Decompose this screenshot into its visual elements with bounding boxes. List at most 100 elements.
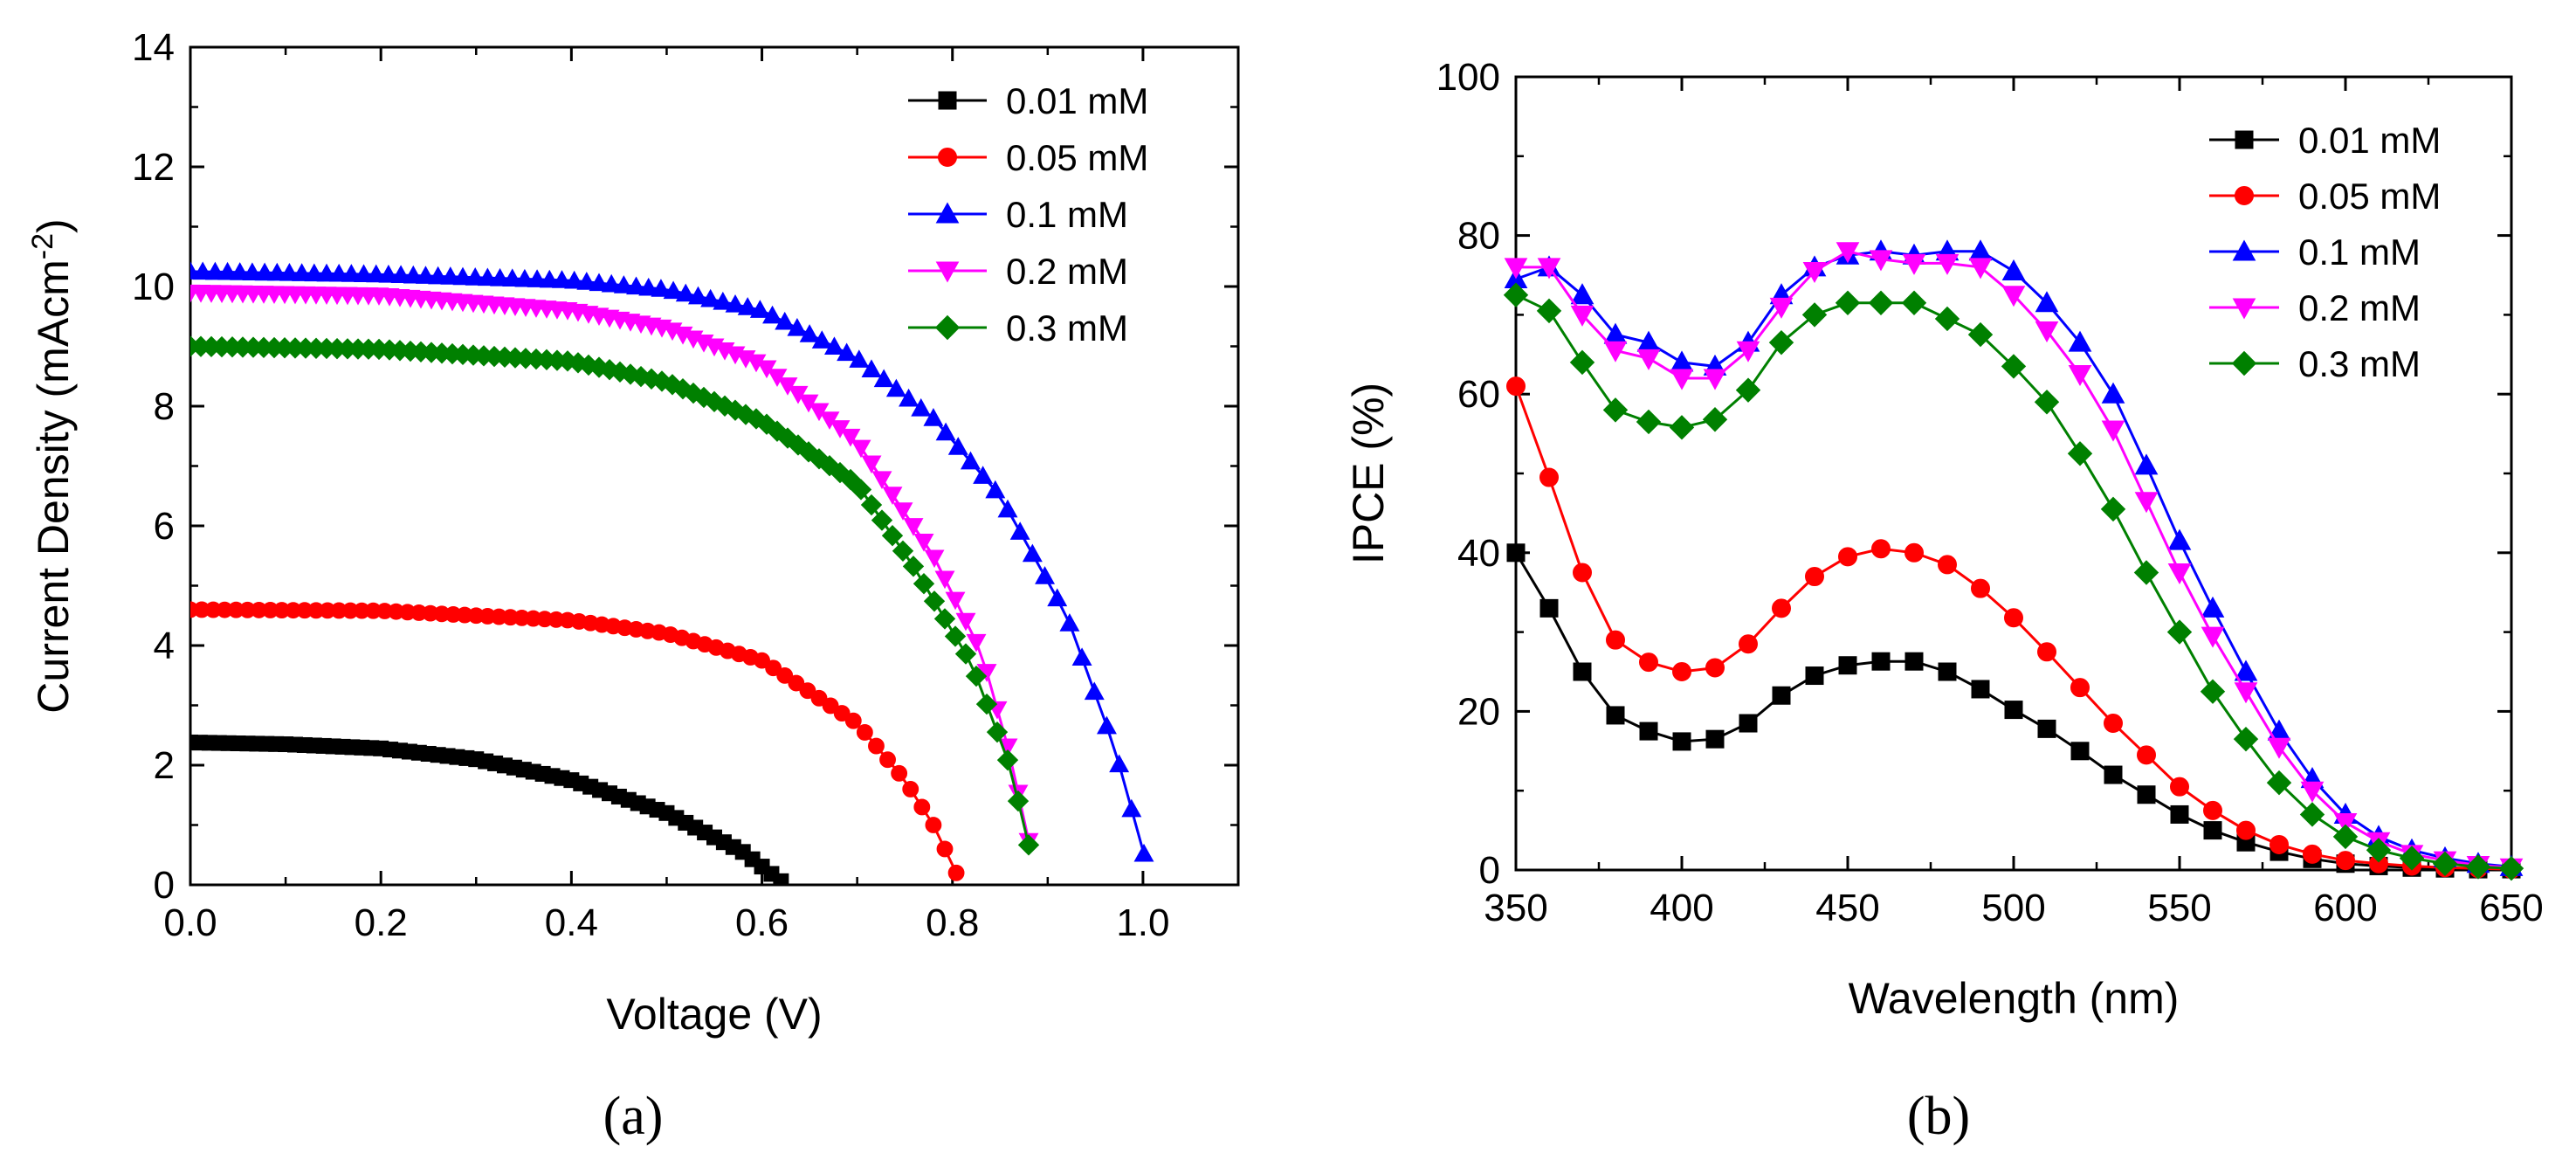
legend-marker xyxy=(2231,350,2257,376)
x-tick-label: 0.2 xyxy=(355,901,408,944)
data-point xyxy=(861,359,882,378)
data-point xyxy=(2399,846,2425,871)
data-point xyxy=(415,266,436,284)
legend-marker xyxy=(2235,186,2254,205)
data-point xyxy=(2133,560,2159,585)
data-point xyxy=(850,479,872,501)
y-tick-label: 4 xyxy=(154,625,175,667)
legend-marker xyxy=(934,314,961,341)
data-point xyxy=(892,540,914,562)
series-line xyxy=(190,270,1146,855)
legend-label: 0.2 mM xyxy=(1006,251,1128,292)
data-point xyxy=(1769,297,1794,319)
data-point xyxy=(2299,802,2325,827)
data-point xyxy=(1670,369,1694,390)
data-point xyxy=(861,455,882,474)
data-point xyxy=(2170,804,2189,824)
data-point xyxy=(2104,765,2123,784)
data-point xyxy=(539,269,560,288)
data-point xyxy=(737,297,758,315)
y-tick-label: 6 xyxy=(154,505,175,548)
data-point xyxy=(810,689,828,707)
data-point xyxy=(788,674,805,692)
legend-marker xyxy=(938,148,957,167)
data-point xyxy=(2035,321,2059,343)
data-point xyxy=(700,288,721,307)
data-point xyxy=(1672,662,1691,681)
data-point xyxy=(230,262,251,280)
legend-label: 0.01 mM xyxy=(1006,80,1148,121)
data-point xyxy=(1506,543,1526,563)
data-point xyxy=(1904,652,1924,671)
data-point xyxy=(765,659,782,677)
data-point xyxy=(734,404,757,425)
data-point xyxy=(1971,578,1990,598)
data-point xyxy=(1705,658,1725,678)
y-tick-label: 0 xyxy=(154,864,175,907)
data-point xyxy=(1573,563,1592,583)
data-point xyxy=(776,666,794,684)
data-point xyxy=(960,451,981,470)
data-point xyxy=(844,712,862,729)
data-point xyxy=(868,737,885,755)
data-point xyxy=(851,439,871,459)
data-point xyxy=(2233,726,2259,752)
data-point xyxy=(663,280,684,300)
legend-entry: 0.05 mM xyxy=(2209,176,2441,217)
data-point xyxy=(2333,813,2358,835)
data-point xyxy=(749,300,770,318)
data-point xyxy=(638,277,659,296)
data-point xyxy=(885,378,906,397)
data-point xyxy=(304,263,325,282)
data-point xyxy=(2201,596,2225,618)
x-tick-label: 0.6 xyxy=(735,901,789,944)
data-point xyxy=(2037,642,2056,662)
data-point xyxy=(2001,259,2026,280)
data-point xyxy=(2134,453,2159,475)
data-point xyxy=(1735,377,1761,403)
data-point xyxy=(1938,662,1957,681)
data-point xyxy=(2001,354,2027,379)
data-point xyxy=(1636,409,1662,435)
legend-label: 0.3 mM xyxy=(2298,343,2421,384)
data-point xyxy=(923,408,944,426)
data-point xyxy=(1869,250,1893,272)
data-point xyxy=(452,266,473,286)
data-point xyxy=(2101,382,2125,404)
data-point xyxy=(840,428,861,447)
data-point xyxy=(1739,634,1758,654)
legend-entry: 0.01 mM xyxy=(2209,120,2441,161)
data-point xyxy=(799,324,820,342)
data-point xyxy=(2332,824,2359,850)
data-point xyxy=(965,665,988,687)
data-point xyxy=(1639,722,1658,741)
data-point xyxy=(1109,754,1130,773)
y-tick-label: 0 xyxy=(1479,849,1500,892)
data-point xyxy=(1968,258,1993,280)
data-point xyxy=(1096,715,1117,735)
legend-label: 0.05 mM xyxy=(1006,137,1148,178)
data-point xyxy=(2037,719,2056,738)
data-point xyxy=(1669,415,1695,440)
data-point xyxy=(1938,555,1957,575)
data-point xyxy=(502,268,523,287)
data-point xyxy=(882,487,903,505)
data-point xyxy=(514,268,535,287)
data-point xyxy=(1504,258,1528,280)
data-point xyxy=(1772,686,1791,705)
data-point xyxy=(266,262,287,281)
data-point xyxy=(242,262,263,280)
data-point xyxy=(833,705,851,722)
data-point xyxy=(891,764,908,782)
legend-entry: 0.01 mM xyxy=(908,80,1148,121)
data-point xyxy=(925,817,942,833)
data-point xyxy=(2432,851,2458,876)
data-point xyxy=(902,556,925,577)
data-point xyxy=(933,608,956,630)
data-point xyxy=(1902,253,1926,275)
data-point xyxy=(490,267,511,287)
data-point xyxy=(1971,680,1990,699)
data-point xyxy=(2498,855,2524,881)
legend-marker xyxy=(935,261,960,283)
data-point xyxy=(2465,854,2491,880)
